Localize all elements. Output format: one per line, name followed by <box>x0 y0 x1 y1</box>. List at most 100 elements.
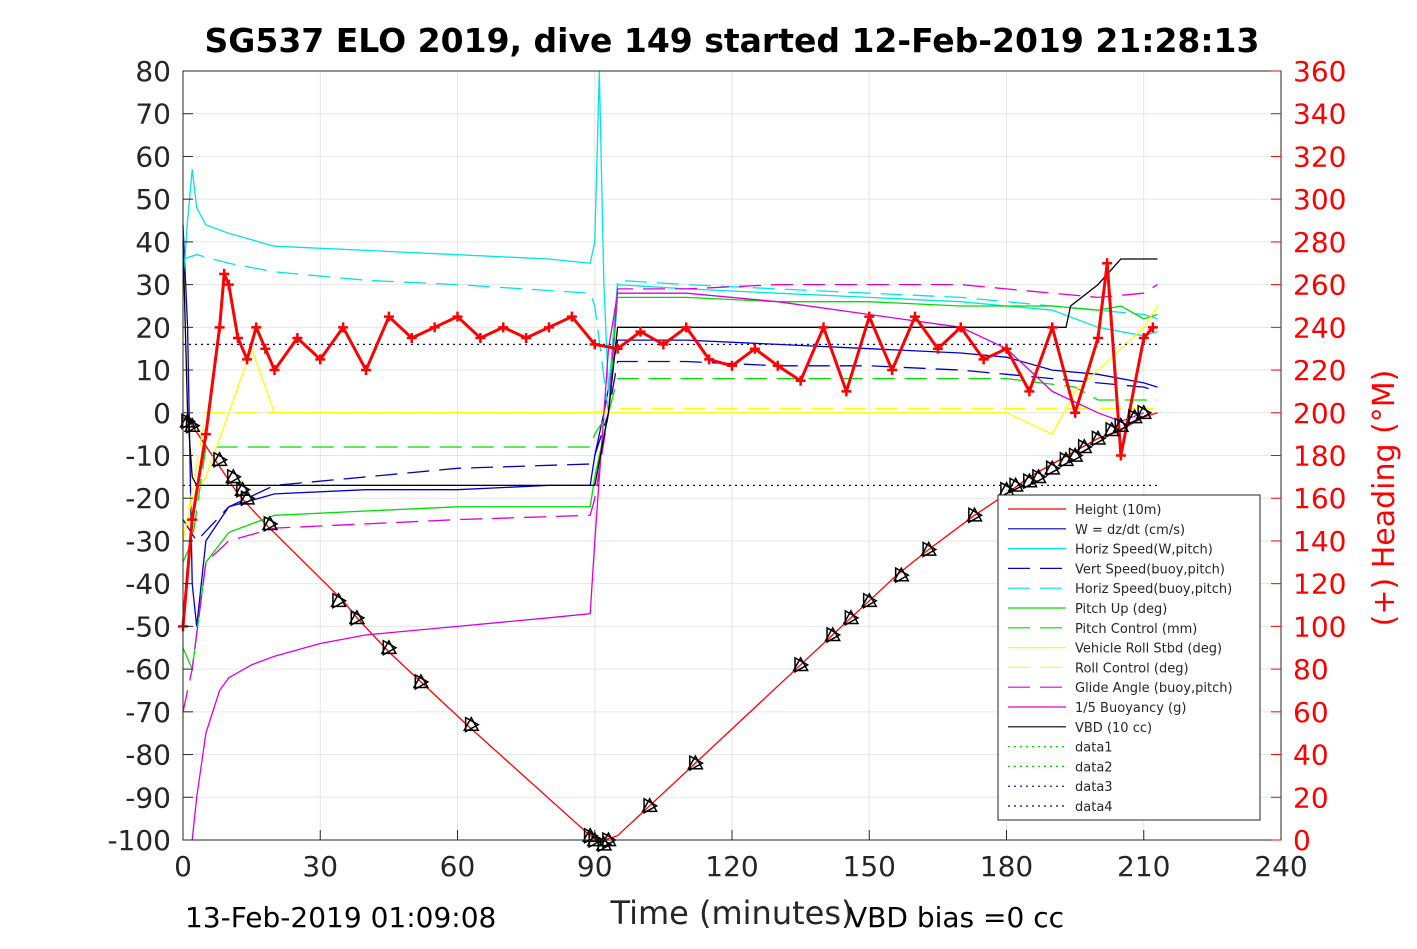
heading-point <box>200 429 211 440</box>
heading-point <box>223 279 234 290</box>
legend-entry: Roll Control (deg) <box>1075 661 1189 676</box>
y2-tick-label: 60 <box>1293 696 1329 729</box>
heading-point <box>1024 386 1035 397</box>
marker-triangle-up <box>824 626 841 642</box>
y-tick-label: 30 <box>135 269 171 302</box>
marker-triangle-up <box>1030 468 1047 484</box>
marker-triangle-right <box>826 626 842 644</box>
marker-triangle-up <box>380 639 398 655</box>
marker-triangle-up <box>330 592 347 608</box>
heading-point <box>1093 333 1103 344</box>
y2-tick-label: 220 <box>1293 354 1346 387</box>
tick-labels: 0 30 60 90 120 150 180 210 240-100-90-80-70-60-5… <box>107 55 1346 883</box>
marker-triangle-up <box>641 797 658 813</box>
y2-tick-label: 340 <box>1293 98 1346 131</box>
y-tick-label: -100 <box>107 824 171 857</box>
marker-triangle-right <box>1091 430 1107 447</box>
marker-triangle-right <box>1105 421 1121 439</box>
legend-entry: VBD (10 cc) <box>1075 721 1152 736</box>
marker-triangle-right <box>1068 447 1084 464</box>
y-tick-label: -70 <box>125 696 171 729</box>
marker-triangle-up <box>1112 417 1130 432</box>
x-tick-label: 120 <box>705 850 758 883</box>
heading-point <box>361 365 371 376</box>
heading-point <box>818 322 829 333</box>
marker-triangle-right <box>414 673 430 691</box>
marker-triangle-right <box>1128 408 1144 426</box>
y2-axis-label: (+) Heading (°M) <box>1367 370 1402 627</box>
heading-point <box>338 322 349 333</box>
marker-triangle-right <box>894 566 910 584</box>
heading-point <box>841 386 852 397</box>
marker-triangle-up <box>920 540 937 556</box>
marker-triangle-right <box>922 541 938 558</box>
x-tick-label: 60 <box>440 850 476 883</box>
x-tick-label: 0 <box>174 850 192 883</box>
heading-point <box>475 333 486 344</box>
heading-point <box>1047 322 1058 333</box>
marker-triangle-up <box>966 506 983 522</box>
heading-point <box>772 360 783 371</box>
marker-triangle-right <box>794 656 810 674</box>
marker-triangle-up <box>211 451 228 467</box>
marker-triangle-up <box>860 592 878 608</box>
marker-triangle-right <box>689 754 704 772</box>
marker-triangle-right <box>240 489 256 507</box>
legend-entry: Horiz Speed(W,pitch) <box>1075 543 1213 558</box>
x-tick-label: 150 <box>843 850 896 883</box>
marker-triangle-up <box>462 716 480 731</box>
marker-triangle-right <box>1000 481 1016 498</box>
legend-entry: Vehicle Roll Stbd (deg) <box>1075 642 1222 657</box>
x-tick-label: 210 <box>1117 850 1170 883</box>
heading-point <box>219 268 230 279</box>
heading-point <box>681 322 692 333</box>
heading-point <box>1138 333 1149 344</box>
heading-point <box>406 333 417 344</box>
heading-point <box>1102 258 1113 269</box>
marker-triangle-right <box>844 609 860 627</box>
series-line <box>182 360 1158 542</box>
marker-triangle-right <box>1045 460 1061 477</box>
marker-triangle-right <box>1023 472 1038 490</box>
legend-entry: Pitch Control (mm) <box>1075 622 1197 637</box>
heading-point <box>232 333 243 344</box>
heading-point <box>242 354 253 365</box>
marker-triangle-right <box>1077 438 1093 456</box>
y2-tick-label: 300 <box>1293 183 1346 216</box>
x-tick-label: 30 <box>302 850 338 883</box>
marker-triangle-up <box>1007 476 1024 492</box>
heading-point <box>1115 450 1126 461</box>
y-tick-label: -10 <box>125 440 171 473</box>
marker-triangle-up <box>412 673 430 689</box>
marker-triangle-up <box>600 831 617 847</box>
x-axis-label: Time (minutes) <box>610 894 854 932</box>
y2-tick-label: 260 <box>1293 269 1346 302</box>
marker-triangle-up <box>595 835 613 851</box>
y2-tick-label: 160 <box>1293 482 1346 515</box>
series-layer <box>178 70 1159 853</box>
x-tick-label: 240 <box>1254 850 1307 883</box>
heading-point <box>383 311 394 322</box>
series-line <box>182 305 1159 542</box>
x-tick-label: 90 <box>577 850 613 883</box>
y2-tick-label: 80 <box>1293 653 1329 686</box>
y2-tick-label: 280 <box>1293 226 1346 259</box>
heading-point <box>292 333 303 344</box>
heading-point <box>658 339 669 350</box>
heading-point <box>704 354 715 365</box>
marker-triangle-right <box>236 481 252 498</box>
marker-triangle-up <box>234 481 251 497</box>
marker-triangle-up <box>348 609 366 625</box>
y-tick-label: 50 <box>135 183 171 216</box>
y-tick-label: 10 <box>135 354 171 387</box>
marker-triangle-right <box>1114 417 1130 434</box>
y-tick-label: -40 <box>125 568 171 601</box>
y-tick-label: -30 <box>125 525 171 558</box>
legend-entry: W = dz/dt (cm/s) <box>1075 523 1185 538</box>
marker-triangle-right <box>226 468 242 486</box>
y-tick-label: -80 <box>125 739 171 772</box>
marker-triangle-right <box>862 592 878 610</box>
footer-right-vbd-bias: VBD bias =0 cc <box>848 901 1064 934</box>
footer-left-timestamp: 13-Feb-2019 01:09:08 <box>185 901 496 934</box>
